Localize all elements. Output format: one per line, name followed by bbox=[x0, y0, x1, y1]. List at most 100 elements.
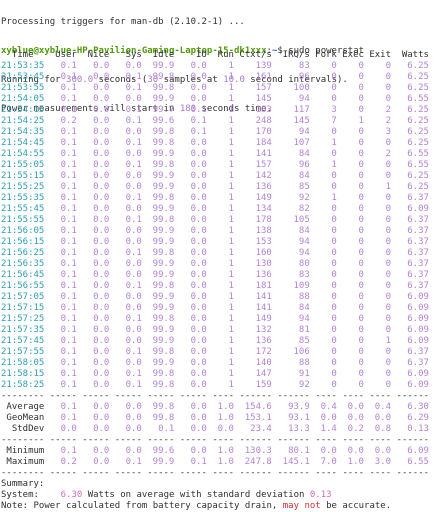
cell: 0.0 bbox=[190, 192, 207, 203]
cell: 1 bbox=[228, 192, 234, 203]
time: 21:54:35 bbox=[1, 126, 45, 137]
cell: 99.7 bbox=[152, 104, 175, 115]
cell: 0.0 bbox=[93, 236, 110, 247]
cell: 6.25 bbox=[407, 137, 429, 148]
cell: 130 bbox=[255, 258, 272, 269]
cell: 0.0 bbox=[190, 236, 207, 247]
time: 21:57:05 bbox=[1, 291, 45, 302]
cell: 6.37 bbox=[407, 258, 429, 269]
cell: 0 bbox=[331, 335, 337, 346]
cell: 0.0 bbox=[93, 170, 110, 181]
stddev: 0.13 bbox=[309, 489, 332, 500]
data-row: 21:54:35 0.1 0.0 0.0 99.8 0.1 1 170 94 0 0 3 6.25 bbox=[1, 127, 429, 138]
column-header: Sys bbox=[125, 49, 142, 60]
cell: 0 bbox=[385, 236, 391, 247]
cell: 0 bbox=[358, 60, 364, 71]
cell: 1 bbox=[228, 302, 234, 313]
data-row: 21:56:05 0.1 0.0 0.0 99.9 0.0 1 138 84 0 0 0 6.37 bbox=[1, 226, 429, 237]
cell: 0.1 bbox=[60, 170, 77, 181]
cell: 83 bbox=[298, 60, 310, 71]
column-header: Ctxt/s bbox=[239, 49, 272, 60]
cell: 1 bbox=[228, 335, 234, 346]
cell: 159 bbox=[255, 379, 272, 390]
cell: 0.1 bbox=[60, 181, 77, 192]
cell: 141 bbox=[255, 148, 272, 159]
cell: 0.1 bbox=[60, 148, 77, 159]
cell: 1.0 bbox=[217, 445, 234, 456]
column-header: User bbox=[55, 49, 77, 60]
cell: 0 bbox=[358, 192, 364, 203]
cell: 1 bbox=[228, 148, 234, 159]
cell: 0 bbox=[358, 71, 364, 82]
cell: 1 bbox=[228, 60, 234, 71]
time: 21:57:55 bbox=[1, 346, 45, 357]
cell: 94 bbox=[298, 247, 310, 258]
cell: 1 bbox=[331, 159, 337, 170]
cell: 0.0 bbox=[93, 82, 110, 93]
cell: 99.8 bbox=[152, 247, 175, 258]
cell: 84 bbox=[298, 225, 310, 236]
column-header: Fork bbox=[315, 49, 337, 60]
cell: 0 bbox=[358, 126, 364, 137]
cell: 0.0 bbox=[93, 280, 110, 291]
cell: 83 bbox=[298, 269, 310, 280]
separator: -------- ----- ----- ----- ----- ----- -… bbox=[1, 434, 430, 445]
cell: 0.1 bbox=[60, 159, 77, 170]
cell: 0.0 bbox=[347, 412, 364, 423]
cell: 247.8 bbox=[244, 456, 272, 467]
cell: 160 bbox=[255, 247, 272, 258]
stat-label: StdDev bbox=[11, 423, 45, 434]
cell: 0 bbox=[331, 269, 337, 280]
cell: 99.9 bbox=[152, 357, 175, 368]
cell: 0.0 bbox=[190, 247, 207, 258]
time: 21:56:15 bbox=[1, 236, 45, 247]
cell: 1.0 bbox=[217, 401, 234, 412]
cell: 0.4 bbox=[374, 401, 391, 412]
cell: 0.1 bbox=[60, 82, 77, 93]
cell: 0.0 bbox=[125, 225, 142, 236]
cell: 6.30 bbox=[407, 401, 429, 412]
cell: 109 bbox=[293, 280, 310, 291]
cell: 99.9 bbox=[152, 93, 175, 104]
cell: 1 bbox=[228, 280, 234, 291]
cell: 0 bbox=[358, 225, 364, 236]
cell: 0 bbox=[385, 379, 391, 390]
time: 21:56:05 bbox=[1, 225, 45, 236]
data-row: 21:57:25 0.1 0.0 0.1 99.8 0.0 1 149 94 0 0 0 6.09 bbox=[1, 314, 429, 325]
cell: 0.1 bbox=[60, 291, 77, 302]
data-row: 21:55:25 0.1 0.0 0.0 99.9 0.0 1 136 85 0 0 1 6.25 bbox=[1, 182, 429, 193]
cell: 1.0 bbox=[217, 412, 234, 423]
cell: 0.0 bbox=[190, 335, 207, 346]
cell: 1 bbox=[228, 137, 234, 148]
stat-row: GeoMean 0.1 0.0 0.0 99.8 0.0 1.0 153.1 93.1 0.0 0.… bbox=[1, 413, 429, 424]
cell: 0.0 bbox=[93, 159, 110, 170]
cell: 94 bbox=[298, 236, 310, 247]
cell: 0.2 bbox=[60, 456, 77, 467]
cell: 0.0 bbox=[125, 181, 142, 192]
stat-row: Minimum 0.1 0.0 0.0 99.6 0.0 1.0 130.3 80.1 0.0 0.… bbox=[1, 446, 429, 457]
cell: 0.1 bbox=[125, 104, 142, 115]
data-row: 21:53:45 0.1 0.0 0.1 99.8 0.0 1 161 96 0 0 0 6.25 bbox=[1, 72, 429, 83]
text: Note: Power calculated from battery capa… bbox=[1, 500, 283, 511]
time: 21:54:15 bbox=[1, 104, 45, 115]
cell: 6.55 bbox=[407, 148, 429, 159]
cell: 0.0 bbox=[125, 170, 142, 181]
cell: 0 bbox=[385, 247, 391, 258]
cell: 1 bbox=[228, 214, 234, 225]
cell: 0.0 bbox=[190, 280, 207, 291]
cell: 0 bbox=[385, 93, 391, 104]
cell: 1.0 bbox=[217, 456, 234, 467]
cell: 0 bbox=[358, 269, 364, 280]
cell: 0.0 bbox=[125, 401, 142, 412]
cell: 1 bbox=[228, 247, 234, 258]
cell: 1 bbox=[228, 324, 234, 335]
cell: 0 bbox=[385, 313, 391, 324]
cell: 99.8 bbox=[152, 401, 175, 412]
cell: 0.0 bbox=[320, 412, 337, 423]
cell: 6.25 bbox=[407, 126, 429, 137]
cell: 1 bbox=[228, 82, 234, 93]
data-row: 21:56:45 0.1 0.0 0.0 99.9 0.0 1 136 83 0 0 0 6.37 bbox=[1, 270, 429, 281]
cell: 0.0 bbox=[125, 203, 142, 214]
cell: 0.1 bbox=[190, 126, 207, 137]
cell: 0.0 bbox=[93, 302, 110, 313]
